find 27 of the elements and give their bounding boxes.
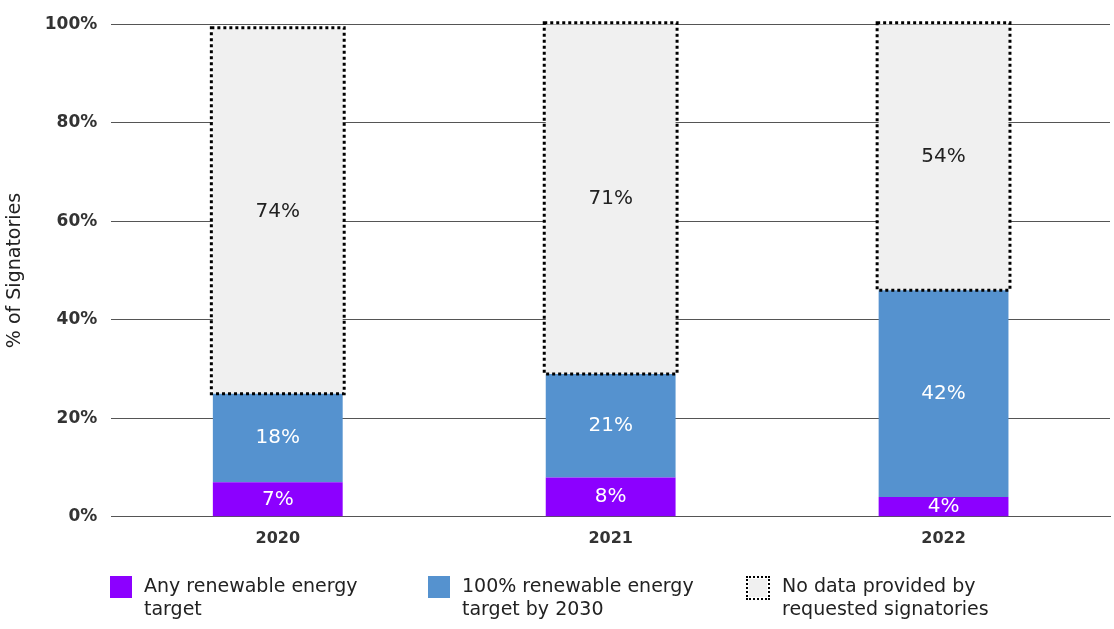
x-tick-label: 2022 — [921, 527, 966, 547]
bar — [212, 482, 343, 517]
legend-label: No data provided by requested signatories — [782, 574, 990, 620]
y-tick-label: 80% — [56, 111, 98, 132]
data-label: 18% — [255, 424, 300, 449]
y-tick-label: 60% — [56, 209, 98, 230]
data-label: 42% — [921, 379, 966, 404]
y-tick-label: 0% — [68, 505, 98, 526]
x-tick-label: 2021 — [588, 527, 633, 547]
y-tick-label: 100% — [44, 12, 98, 33]
data-label: 74% — [255, 197, 300, 222]
data-label: 21% — [588, 411, 633, 436]
bar — [878, 290, 1009, 498]
y-tick-label: 40% — [56, 308, 98, 329]
legend-label: Any renewable energy target — [144, 574, 359, 620]
data-label: 8% — [594, 483, 627, 508]
data-label: 71% — [588, 185, 633, 210]
bar — [212, 393, 343, 483]
data-label: 7% — [261, 485, 294, 510]
y-tick-label: 20% — [56, 406, 98, 427]
legend-label: 100% renewable energy target by 2030 — [462, 574, 695, 620]
y-axis-title: % of Signatories — [2, 192, 25, 349]
data-label: 4% — [927, 492, 960, 517]
bar — [545, 477, 676, 517]
data-label: 54% — [921, 143, 966, 168]
bar — [545, 373, 676, 478]
x-tick-label: 2020 — [255, 527, 301, 547]
